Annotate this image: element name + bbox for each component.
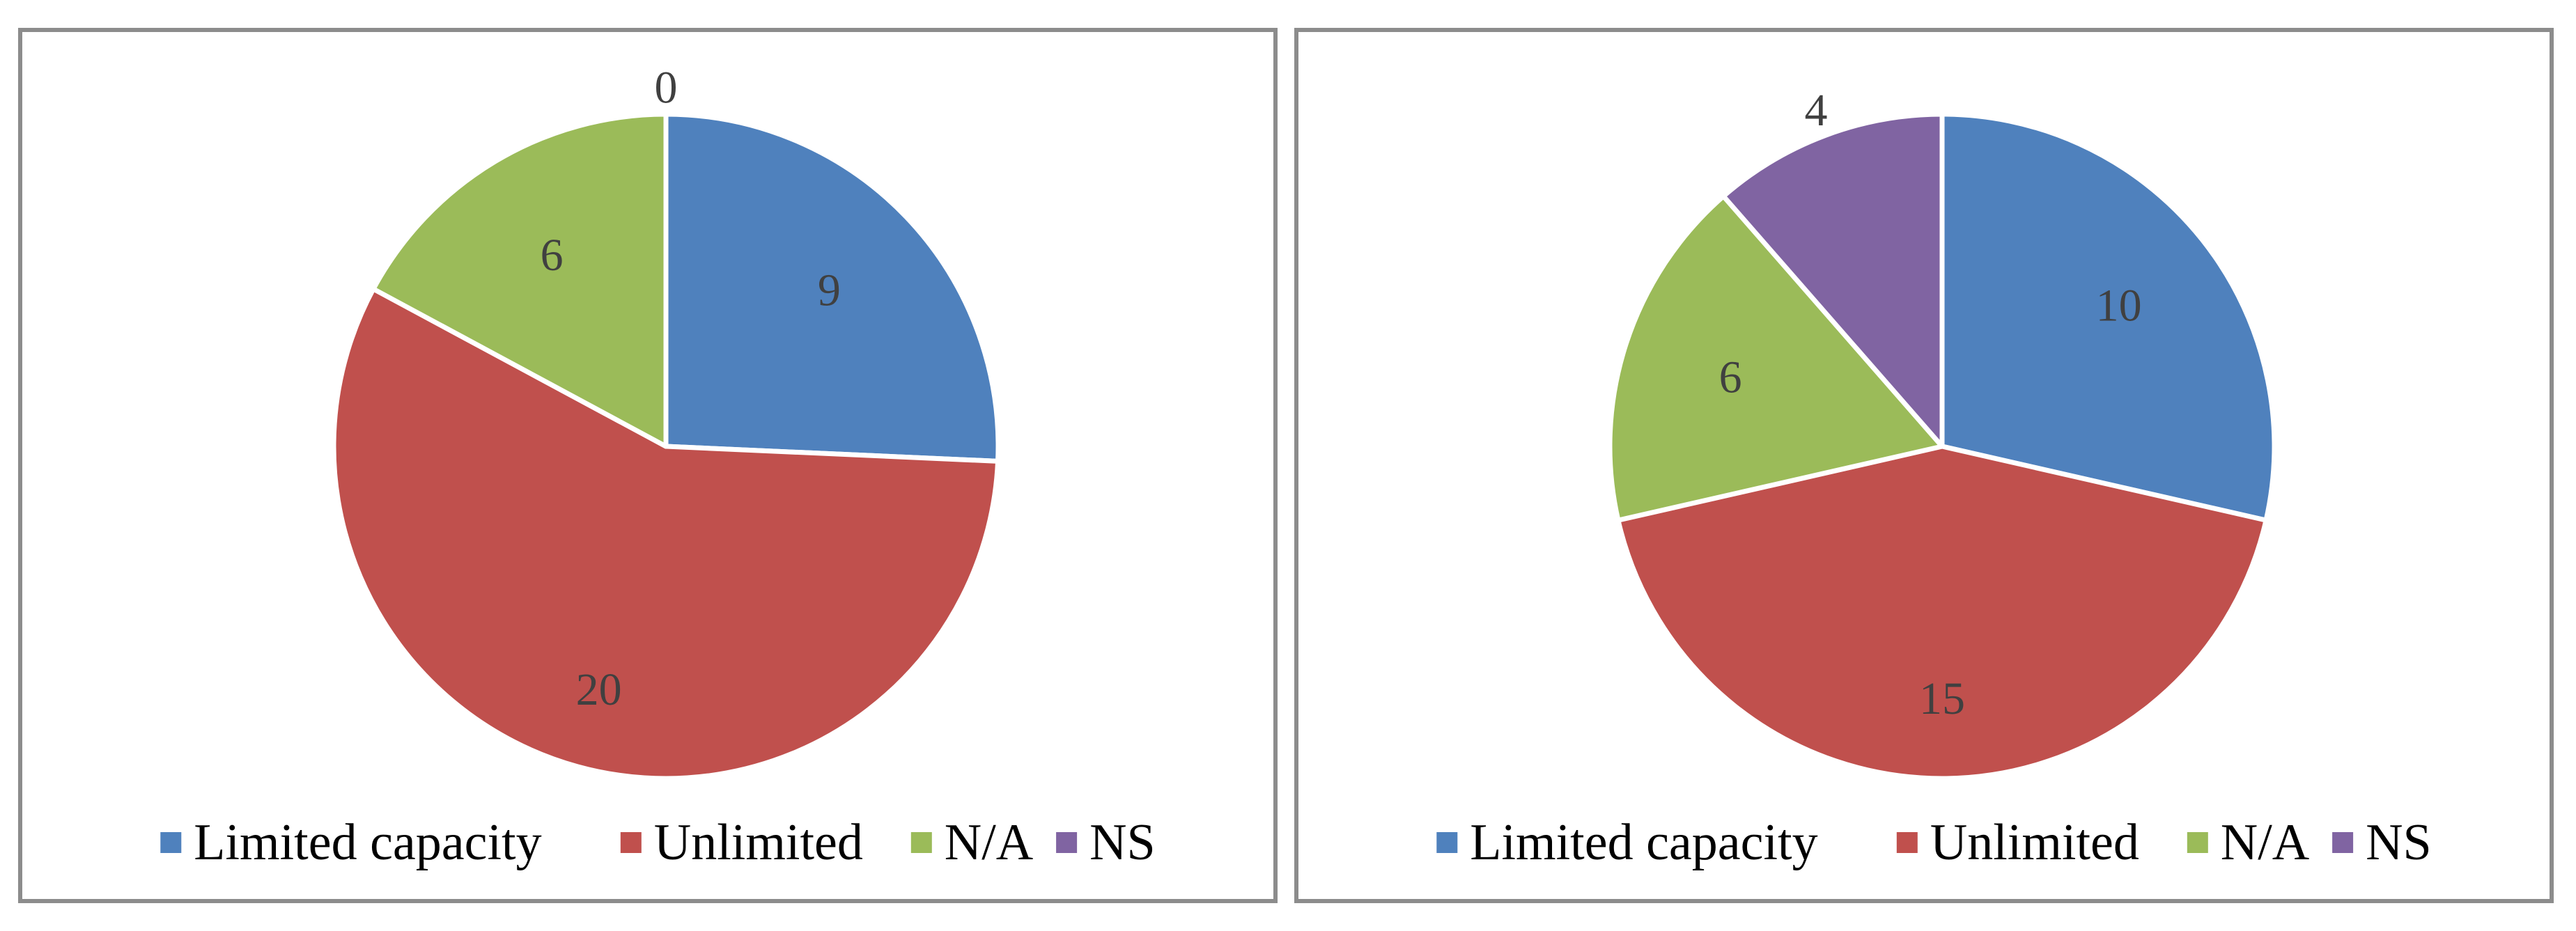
legend-item-ns: NS — [1056, 814, 1156, 871]
pie-chart-left: 9 20 6 0 Limited capacity Unlimited N/A NS — [18, 28, 1278, 903]
legend-item-limited-capacity: Limited capacity — [160, 814, 542, 871]
legend-marker-n-a — [2187, 832, 2208, 853]
legend-label-ns: NS — [2366, 814, 2432, 871]
pie-slice-unlimited — [1615, 444, 2269, 781]
legend-item-unlimited: Unlimited — [620, 814, 863, 871]
pie-data-labels: 9 20 6 0 — [541, 62, 841, 715]
legend-item-n-a: N/A — [2187, 814, 2309, 871]
legend-label-n-a: N/A — [945, 814, 1033, 871]
chart-legend: Limited capacity Unlimited N/A NS — [1436, 814, 2432, 871]
chart-legend: Limited capacity Unlimited N/A NS — [160, 814, 1156, 871]
legend-item-n-a: N/A — [910, 814, 1033, 871]
data-label-unlimited: 20 — [576, 664, 622, 715]
pie-chart-right-svg: 10 15 6 4 Limited capacity Unlimited N/A NS — [1436, 85, 2432, 871]
legend-label-unlimited: Unlimited — [1930, 814, 2139, 871]
legend-marker-ns — [1056, 832, 1078, 853]
legend-item-unlimited: Unlimited — [1896, 814, 2139, 871]
data-label-n-a: 6 — [541, 230, 564, 281]
pie-slice-n-a — [1607, 194, 1945, 523]
legend-marker-ns — [2332, 832, 2354, 853]
legend-label-limited-capacity: Limited capacity — [194, 814, 541, 871]
pie-slice-ns — [1721, 111, 1945, 449]
legend-label-ns: NS — [1089, 814, 1156, 871]
legend-marker-n-a — [910, 832, 932, 853]
data-label-limited-capacity: 10 — [2096, 280, 2142, 331]
legend-marker-unlimited — [620, 832, 642, 853]
pie-chart-left-svg: 9 20 6 0 Limited capacity Unlimited N/A NS — [160, 62, 1156, 871]
legend-marker-unlimited — [1896, 832, 1918, 853]
data-label-ns: 0 — [655, 62, 678, 113]
legend-marker-limited-capacity — [160, 832, 182, 853]
legend-label-limited-capacity: Limited capacity — [1470, 814, 1817, 871]
legend-label-n-a: N/A — [2221, 814, 2309, 871]
pie-slices — [331, 111, 1001, 781]
legend-marker-limited-capacity — [1436, 832, 1458, 853]
data-label-ns: 4 — [1805, 85, 1828, 136]
pie-data-labels: 10 15 6 4 — [1719, 85, 2142, 724]
legend-item-ns: NS — [2332, 814, 2432, 871]
pie-slices — [1607, 111, 2277, 781]
legend-label-unlimited: Unlimited — [654, 814, 863, 871]
data-label-unlimited: 15 — [1919, 673, 1965, 724]
pie-slice-n-a — [371, 111, 669, 449]
pie-slice-limited-capacity — [1939, 111, 2277, 523]
legend-item-limited-capacity: Limited capacity — [1436, 814, 1818, 871]
pie-chart-right: 10 15 6 4 Limited capacity Unlimited N/A NS — [1294, 28, 2554, 903]
data-label-n-a: 6 — [1719, 352, 1742, 403]
pie-slice-unlimited — [331, 286, 1001, 781]
data-label-limited-capacity: 9 — [818, 265, 841, 315]
pie-slice-limited-capacity — [663, 111, 1001, 464]
